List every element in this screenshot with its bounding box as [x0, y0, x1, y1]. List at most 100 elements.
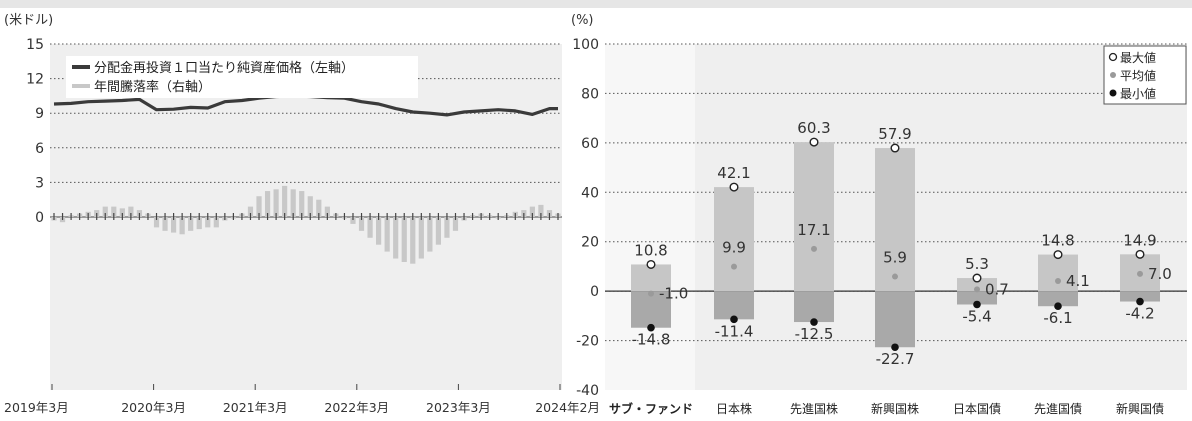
range-bars — [631, 142, 1160, 348]
left-legend-box — [66, 56, 418, 98]
range-bar-negative — [875, 291, 915, 348]
avg-value-label: 9.9 — [722, 239, 746, 257]
avg-legend-marker — [1110, 72, 1116, 78]
return-bar — [452, 217, 459, 231]
min-marker — [730, 315, 738, 324]
right-gridlines — [605, 43, 1187, 342]
left-x-tick-label: 2020年3月 — [121, 400, 186, 415]
return-bar — [153, 217, 160, 228]
return-bar — [162, 217, 168, 231]
right-y-tick-label: 20 — [581, 235, 599, 251]
avg-legend-label: 平均値 — [1120, 68, 1156, 83]
left-x-tick-label: 2023年3月 — [426, 400, 491, 415]
min-legend-marker — [1109, 89, 1117, 97]
range-bar-positive — [1038, 254, 1078, 292]
right-y-tick-label: -40 — [576, 383, 599, 399]
return-bar — [367, 217, 373, 238]
avg-value-label: 17.1 — [797, 221, 830, 239]
return-bar — [170, 217, 177, 233]
range-bar-positive — [714, 187, 754, 292]
return-bar — [290, 189, 296, 217]
return-bar — [213, 217, 219, 228]
max-marker — [646, 259, 656, 269]
return-bar — [384, 217, 390, 252]
return-bar — [205, 217, 211, 228]
range-bar-negative — [631, 291, 671, 328]
right-y-tick-label: 0 — [590, 284, 599, 300]
min-marker — [810, 318, 818, 326]
return-legend-label: 年間騰落率（右軸） — [94, 79, 211, 95]
min-marker — [891, 343, 899, 352]
left-y-tick-label: 6 — [35, 141, 44, 157]
return-bar — [538, 204, 544, 217]
return-bar — [128, 206, 134, 217]
right-unit-label: (%) — [571, 13, 594, 28]
range-bar-negative — [794, 291, 834, 323]
right-y-tick-label: 40 — [581, 185, 599, 201]
max-value-label: 14.8 — [1041, 232, 1074, 250]
return-bar — [444, 217, 450, 238]
max-value-label: 5.3 — [965, 255, 989, 273]
return-bar — [307, 196, 313, 217]
return-bar — [393, 217, 399, 259]
left-x-tick-label: 2021年3月 — [223, 400, 288, 415]
left-y-tick-label: 12 — [26, 72, 44, 88]
max-marker — [890, 143, 900, 153]
return-bar — [256, 196, 262, 217]
category-label: 新興国株 — [871, 401, 919, 416]
return-bar — [427, 217, 433, 252]
avg-marker — [811, 245, 817, 252]
right-legend: 最大値 平均値 最小値 — [1103, 45, 1187, 105]
left-x-tick-labels: 2019年3月 2020年3月 2021年3月 2022年3月 2023年3月 2024年… — [4, 384, 600, 415]
min-marker — [647, 323, 655, 332]
left-x-tick-label: 2019年3月 — [4, 400, 69, 415]
min-marker — [1054, 302, 1062, 311]
right-y-tick-label: 80 — [581, 86, 599, 102]
min-value-label: -22.7 — [876, 350, 915, 368]
avg-marker — [974, 286, 980, 293]
max-value-label: 57.9 — [878, 125, 911, 143]
left-x-tick-label: 2024年2月 — [535, 400, 600, 415]
return-bar — [435, 217, 442, 245]
left-unit-label: (米ドル) — [4, 13, 53, 28]
max-marker — [1135, 249, 1145, 259]
return-bar — [179, 217, 185, 235]
range-bar-negative — [1120, 291, 1160, 302]
avg-marker — [1055, 278, 1061, 285]
max-marker — [729, 182, 739, 192]
min-value-label: -14.8 — [632, 331, 671, 349]
avg-marker — [731, 263, 737, 270]
left-x-tick-label: 2022年3月 — [324, 400, 389, 415]
range-bar-negative — [714, 291, 754, 320]
min-value-label: -4.2 — [1125, 305, 1154, 323]
return-bar — [350, 217, 356, 224]
avg-marker — [1137, 270, 1143, 277]
range-bar-positive — [957, 278, 997, 292]
max-legend-marker — [1108, 52, 1118, 62]
return-bar — [418, 217, 424, 259]
return-bar — [401, 217, 407, 262]
return-bar — [264, 191, 271, 217]
stat-value-labels: 10.8 -14.8 -1.0 42.1 -11.4 9.9 60.3 -12.5 17.1 57… — [632, 119, 1172, 368]
category-labels: サブ・ファンド 日本株 先進国株 新興国株 日本国債 先進国債 新興国債 — [609, 401, 1164, 416]
range-bar-negative — [1038, 291, 1078, 307]
min-legend-label: 最小値 — [1120, 86, 1156, 101]
range-bar-positive — [794, 142, 834, 292]
min-marker — [1136, 297, 1144, 306]
right-y-tick-label: 60 — [581, 136, 599, 152]
max-value-label: 14.9 — [1123, 231, 1156, 249]
left-y-tick-labels: 15 12 9 6 3 0 — [26, 37, 44, 226]
range-bar-positive — [875, 148, 915, 292]
right-y-tick-label: 100 — [572, 37, 599, 53]
left-legend: 分配金再投資１口当たり純資産価格（左軸） 年間騰落率（右軸） — [66, 56, 418, 98]
max-marker — [809, 137, 819, 147]
category-label: サブ・ファンド — [609, 401, 693, 416]
return-bar — [316, 199, 322, 217]
min-marker — [973, 300, 981, 309]
min-value-label: -6.1 — [1043, 309, 1072, 327]
return-bar — [247, 206, 254, 217]
max-value-label: 60.3 — [797, 119, 830, 137]
return-bar — [111, 206, 117, 217]
